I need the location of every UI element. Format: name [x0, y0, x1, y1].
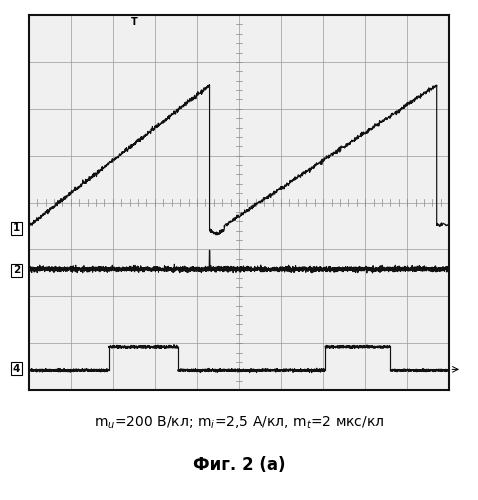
Text: 2: 2	[13, 266, 20, 276]
Text: T: T	[130, 17, 137, 27]
Text: m$_u$=200 В/кл; m$_i$=2,5 А/кл, m$_t$=2 мкс/кл: m$_u$=200 В/кл; m$_i$=2,5 А/кл, m$_t$=2 …	[94, 414, 384, 430]
Text: 1: 1	[13, 224, 20, 234]
Text: 4: 4	[13, 364, 20, 374]
Text: Фиг. 2 (а): Фиг. 2 (а)	[193, 456, 285, 474]
